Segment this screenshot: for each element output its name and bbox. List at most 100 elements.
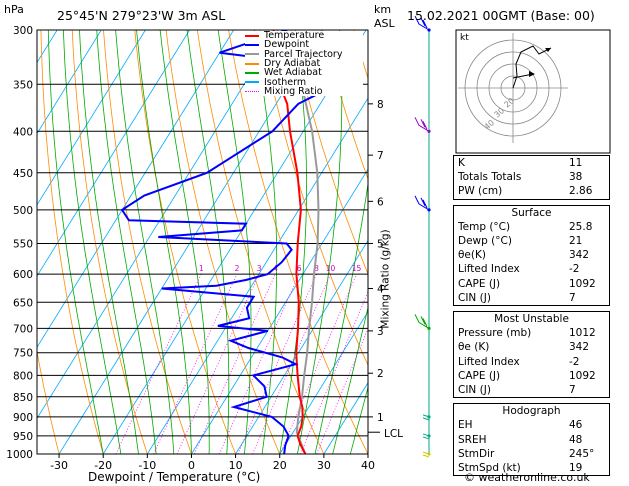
param-value: 7 — [569, 384, 576, 397]
surface-title: Surface — [511, 206, 552, 219]
param-row: Dewp (°C) 21 — [454, 234, 609, 248]
mixing-ratio-label: 1 — [199, 264, 204, 273]
hpa-label: hPa — [4, 3, 24, 16]
km-tick-label: 5 — [377, 238, 384, 250]
param-label: CAPE (J) — [458, 369, 501, 382]
wind-barb-stroke — [414, 15, 430, 31]
isotherm-line — [146, 97, 368, 454]
mixing-ratio-line — [176, 273, 260, 454]
mixing-ratio-axis-label: Mixing Ratio (g/kg) — [379, 229, 392, 329]
pressure-tick-label: 650 — [13, 297, 33, 309]
param-row: Lifted Index -2 — [454, 262, 609, 276]
pressure-tick-label: 400 — [13, 126, 33, 138]
param-row: Totals Totals 38 — [454, 170, 609, 184]
param-row: θe(K) 342 — [454, 248, 609, 262]
mixing-ratio-line — [153, 273, 238, 454]
pressure-tick-label: 600 — [13, 269, 33, 281]
param-value: -2 — [569, 355, 580, 368]
x-axis-label: Dewpoint / Temperature (°C) — [88, 470, 261, 484]
km-tick-label: 4 — [377, 283, 384, 295]
asl-label: ASL — [374, 17, 395, 30]
legend-swatch — [245, 53, 259, 56]
x-tick-label: 0 — [188, 459, 195, 472]
isotherm-line — [37, 30, 279, 420]
dry-adiabat-line — [37, 349, 60, 454]
temperature-line — [272, 30, 307, 454]
legend-swatch — [245, 81, 259, 84]
wind-barb-stroke — [414, 195, 430, 211]
mixing-ratio-label: 8 — [314, 264, 319, 273]
param-label: StmDir — [458, 447, 495, 460]
param-value: 48 — [569, 433, 583, 446]
wind-barb — [414, 15, 431, 32]
indices-box: K 11 Totals Totals 38 PW (cm) 2.86 — [453, 155, 610, 200]
lcl-label: LCL — [384, 428, 404, 440]
wind-barb — [422, 451, 431, 458]
param-value: 7 — [569, 291, 576, 304]
param-row: Temp (°C) 25.8 — [454, 220, 609, 234]
isotherm-line — [235, 239, 368, 454]
param-label: K — [458, 157, 465, 169]
isotherm-line — [37, 30, 235, 348]
wind-barb-dot — [427, 129, 431, 133]
param-label: Temp (°C) — [458, 220, 511, 233]
param-value: 1092 — [569, 277, 596, 290]
pressure-tick-label: 900 — [13, 412, 33, 424]
param-label: SREH — [458, 433, 487, 446]
wet-adiabat-line — [332, 305, 368, 454]
param-row: K 11 — [454, 156, 609, 170]
storm-motion-arrow — [529, 71, 535, 77]
wind-barb — [422, 414, 431, 421]
wet-adiabat-line — [63, 30, 122, 454]
param-value: 25.8 — [569, 220, 593, 233]
param-value: 245° — [569, 447, 595, 460]
dry-adiabat-line — [322, 30, 368, 181]
wind-barb — [414, 117, 431, 133]
pressure-tick-label: 300 — [13, 25, 33, 37]
x-tick-label: -20 — [94, 459, 112, 472]
param-row: StmDir 245° — [454, 447, 609, 461]
legend-item: Mixing Ratio — [245, 85, 363, 97]
legend-item: Parcel Trajectory — [245, 49, 363, 60]
legend-item: Temperature — [245, 30, 363, 41]
km-tick-label: 1 — [377, 412, 384, 424]
param-row: PW (cm) 2.86 — [454, 184, 609, 198]
wet-adiabat-line — [115, 30, 175, 454]
wind-barb — [422, 433, 431, 440]
isotherm-line — [0, 30, 13, 454]
legend-item: Dry Adiabat — [245, 58, 363, 70]
param-value: 11 — [569, 157, 583, 169]
location-title: 25°45'N 279°23'W 3m ASL — [57, 8, 226, 23]
wind-barb — [414, 314, 431, 330]
wind-barb-dot — [427, 415, 431, 419]
param-value: 342 — [569, 341, 590, 354]
wind-barb-stroke — [414, 314, 430, 329]
wind-barb-dot — [427, 326, 431, 330]
param-label: CIN (J) — [458, 384, 491, 397]
legend-label: Mixing Ratio — [264, 85, 323, 97]
parcel-trajectory-line — [285, 30, 320, 454]
legend-item: Isotherm — [245, 76, 363, 88]
param-value: 342 — [569, 249, 590, 262]
param-value: -2 — [569, 263, 580, 276]
isotherm-line — [37, 30, 146, 206]
legend-label: Dewpoint — [264, 39, 310, 51]
legend-swatch — [245, 90, 259, 92]
legend-label: Isotherm — [264, 76, 307, 88]
param-label: θe(K) — [458, 249, 486, 262]
param-label: Dewp (°C) — [458, 235, 512, 248]
pressure-tick-label: 550 — [13, 238, 33, 250]
param-row: CAPE (J) 1092 — [454, 369, 609, 383]
param-value: 21 — [569, 235, 583, 248]
param-label: Lifted Index — [458, 355, 520, 368]
legend-swatch — [245, 71, 259, 74]
param-label: EH — [458, 419, 473, 432]
legend-label: Dry Adiabat — [264, 58, 321, 70]
param-label: StmSpd (kt) — [458, 462, 521, 475]
param-value: 19 — [569, 462, 583, 475]
pressure-tick-label: 750 — [13, 348, 33, 360]
wind-barb-stroke — [414, 117, 430, 132]
param-row: θe (K) 342 — [454, 340, 609, 354]
pressure-tick-label: 500 — [13, 205, 33, 217]
